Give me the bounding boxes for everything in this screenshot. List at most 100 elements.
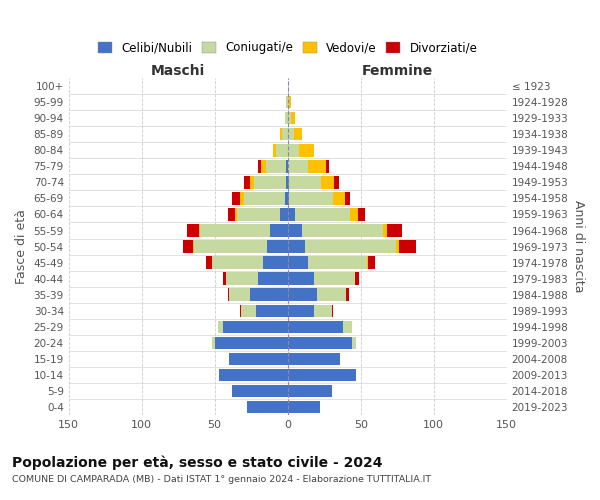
Bar xyxy=(182,240,193,253)
Bar xyxy=(287,112,290,124)
Bar xyxy=(287,288,317,301)
Bar xyxy=(289,96,290,108)
Bar xyxy=(346,288,349,301)
Bar xyxy=(250,176,254,188)
Bar xyxy=(187,224,199,237)
Bar xyxy=(206,256,212,269)
Bar xyxy=(280,208,287,220)
Bar xyxy=(287,336,352,349)
Bar xyxy=(308,160,326,172)
Bar xyxy=(326,160,329,172)
Bar xyxy=(256,304,287,317)
Bar xyxy=(287,320,343,333)
Bar xyxy=(215,336,287,349)
Bar xyxy=(387,224,401,237)
Bar xyxy=(305,240,396,253)
Bar xyxy=(267,240,287,253)
Bar xyxy=(276,144,287,156)
Bar xyxy=(250,288,287,301)
Bar xyxy=(344,192,350,204)
Bar xyxy=(287,176,289,188)
Text: COMUNE DI CAMPARADA (MB) - Dati ISTAT 1° gennaio 2024 - Elaborazione TUTTITALIA.: COMUNE DI CAMPARADA (MB) - Dati ISTAT 1°… xyxy=(12,475,431,484)
Bar xyxy=(285,192,287,204)
Bar xyxy=(287,96,289,108)
Bar xyxy=(287,385,331,398)
Bar xyxy=(229,352,287,365)
Bar xyxy=(287,401,320,413)
Bar xyxy=(244,192,285,204)
Bar xyxy=(287,256,308,269)
Bar xyxy=(289,192,333,204)
Bar xyxy=(223,320,287,333)
Bar xyxy=(229,288,250,301)
Bar xyxy=(259,272,287,285)
Y-axis label: Fasce di età: Fasce di età xyxy=(15,209,28,284)
Bar xyxy=(287,224,302,237)
Bar xyxy=(295,208,350,220)
Bar xyxy=(228,208,235,220)
Y-axis label: Anni di nascita: Anni di nascita xyxy=(572,200,585,293)
Bar xyxy=(286,160,287,172)
Bar xyxy=(194,240,267,253)
Bar xyxy=(241,304,256,317)
Bar xyxy=(289,176,321,188)
Bar xyxy=(290,112,295,124)
Bar xyxy=(286,176,287,188)
Bar xyxy=(287,240,305,253)
Bar xyxy=(236,208,280,220)
Bar xyxy=(398,240,416,253)
Bar xyxy=(331,304,333,317)
Text: Popolazione per età, sesso e stato civile - 2024: Popolazione per età, sesso e stato civil… xyxy=(12,455,383,469)
Bar xyxy=(286,96,287,108)
Bar xyxy=(282,128,287,140)
Bar xyxy=(287,144,299,156)
Bar xyxy=(212,336,215,349)
Bar xyxy=(228,288,229,301)
Text: Femmine: Femmine xyxy=(362,64,433,78)
Bar xyxy=(287,128,293,140)
Bar xyxy=(367,256,368,269)
Bar xyxy=(368,256,376,269)
Bar xyxy=(287,192,289,204)
Bar xyxy=(317,288,346,301)
Text: Maschi: Maschi xyxy=(151,64,205,78)
Bar xyxy=(193,240,194,253)
Bar xyxy=(333,192,344,204)
Bar xyxy=(259,160,262,172)
Bar xyxy=(266,160,286,172)
Bar xyxy=(287,304,314,317)
Bar xyxy=(218,320,223,333)
Bar xyxy=(302,224,383,237)
Bar xyxy=(350,208,358,220)
Bar xyxy=(355,272,359,285)
Bar xyxy=(287,272,314,285)
Bar xyxy=(235,208,236,220)
Bar xyxy=(239,192,244,204)
Bar xyxy=(314,304,332,317)
Bar xyxy=(244,176,250,188)
Bar xyxy=(270,224,287,237)
Bar xyxy=(308,256,367,269)
Bar xyxy=(321,176,334,188)
Bar xyxy=(239,304,241,317)
Bar xyxy=(287,208,295,220)
Bar xyxy=(232,385,287,398)
Bar xyxy=(263,256,287,269)
Bar xyxy=(219,368,287,382)
Bar xyxy=(352,336,356,349)
Bar xyxy=(280,128,282,140)
Bar xyxy=(287,368,356,382)
Bar xyxy=(285,112,287,124)
Bar xyxy=(396,240,398,253)
Bar xyxy=(223,272,226,285)
Bar xyxy=(314,272,355,285)
Bar xyxy=(262,160,266,172)
Legend: Celibi/Nubili, Coniugati/e, Vedovi/e, Divorziati/e: Celibi/Nubili, Coniugati/e, Vedovi/e, Di… xyxy=(93,36,482,59)
Bar xyxy=(247,401,287,413)
Bar xyxy=(199,224,200,237)
Bar xyxy=(200,224,270,237)
Bar xyxy=(226,272,259,285)
Bar xyxy=(299,144,314,156)
Bar xyxy=(334,176,339,188)
Bar xyxy=(293,128,302,140)
